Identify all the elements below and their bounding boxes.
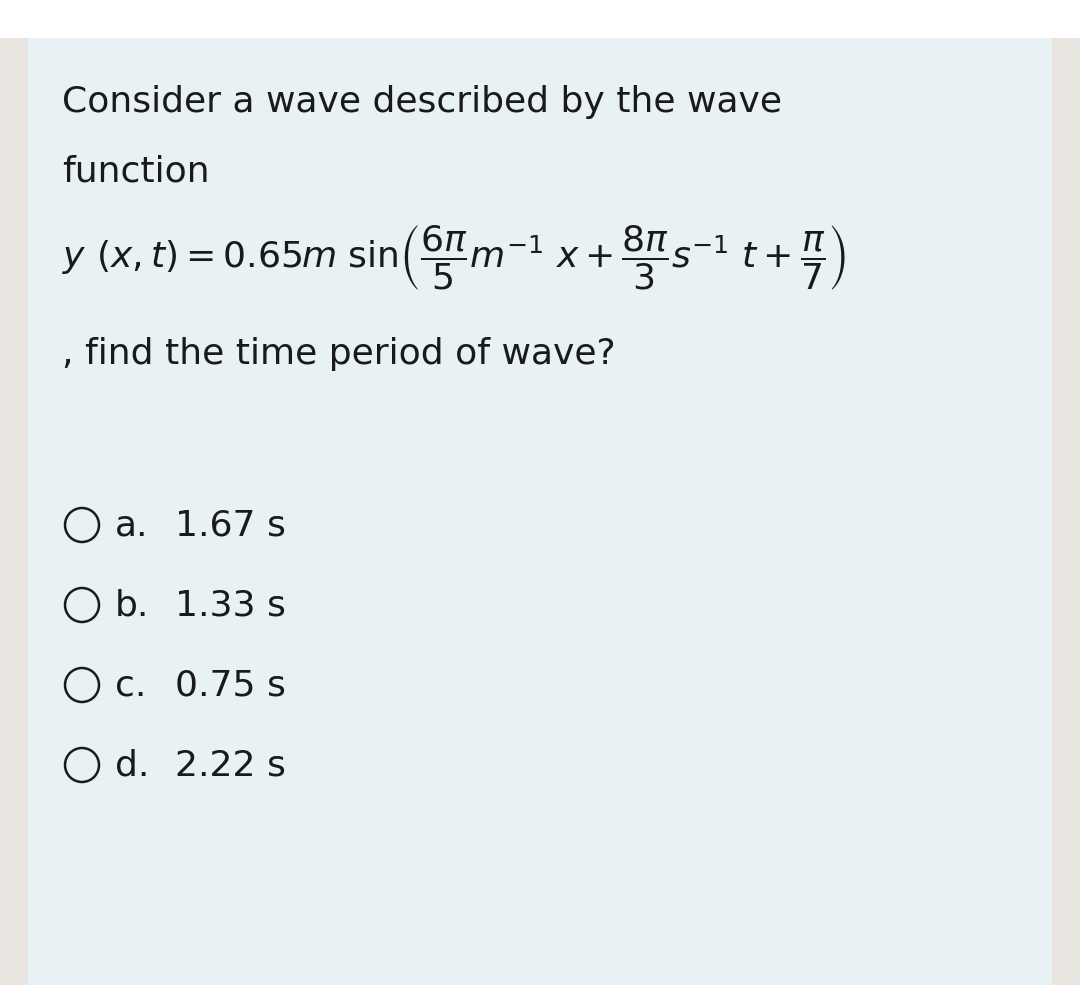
Text: $y\ (x,t) = 0.65m\ \sin\!\left(\dfrac{6\pi}{5}m^{-1}\ x + \dfrac{8\pi}{3}s^{-1}\: $y\ (x,t) = 0.65m\ \sin\!\left(\dfrac{6\… [62, 223, 846, 292]
Text: function: function [62, 155, 210, 189]
Text: c.: c. [114, 668, 147, 702]
Text: 1.33 s: 1.33 s [175, 588, 286, 622]
Text: 0.75 s: 0.75 s [175, 668, 286, 702]
Text: Consider a wave described by the wave: Consider a wave described by the wave [62, 85, 782, 119]
Text: 2.22 s: 2.22 s [175, 748, 286, 782]
Text: , find the time period of wave?: , find the time period of wave? [62, 337, 616, 371]
Text: a.: a. [114, 508, 149, 542]
Bar [0, 0, 1080, 38]
Text: d.: d. [114, 748, 149, 782]
Text: 1.67 s: 1.67 s [175, 508, 286, 542]
Text: b.: b. [114, 588, 149, 622]
